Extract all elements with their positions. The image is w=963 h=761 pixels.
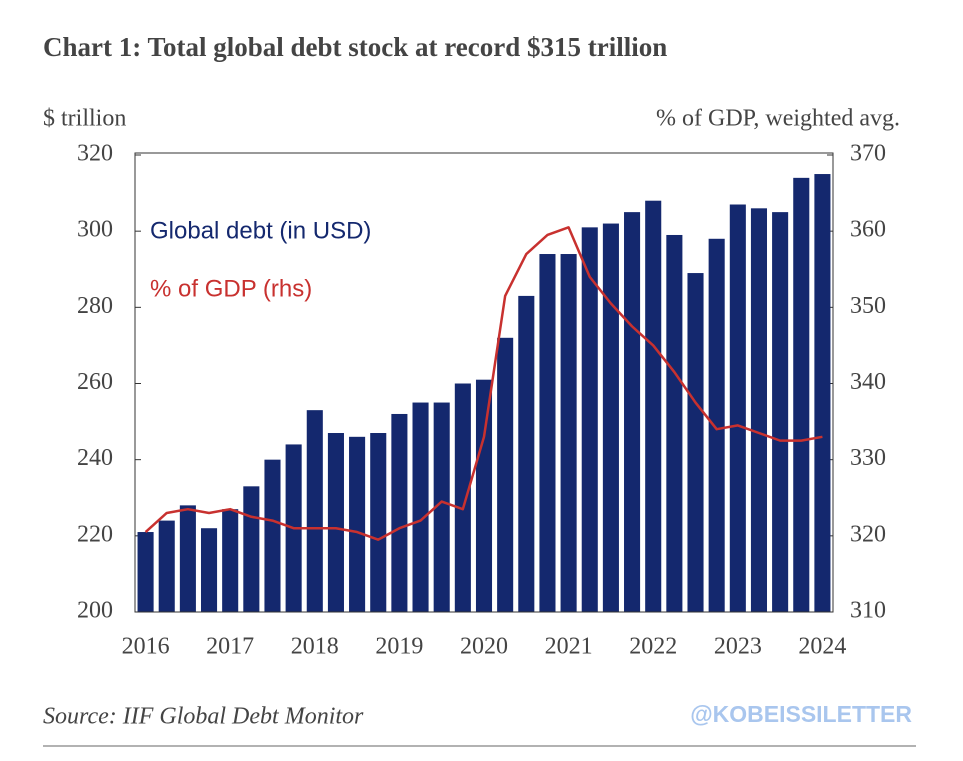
y-tick-label: 240 xyxy=(77,445,113,471)
bar xyxy=(433,402,450,612)
bar xyxy=(370,433,387,612)
bar xyxy=(200,528,218,612)
x-tick-label: 2019 xyxy=(375,634,423,660)
bar xyxy=(137,532,154,612)
y2-tick-label: 310 xyxy=(850,598,886,624)
y2-tick-label: 370 xyxy=(850,141,886,167)
y-tick-label: 300 xyxy=(77,217,113,243)
bar xyxy=(264,459,281,612)
bar xyxy=(475,379,493,612)
bar xyxy=(327,433,344,612)
bar xyxy=(560,254,577,612)
source: Source: IIF Global Debt Monitor xyxy=(43,704,364,730)
y2-tick-label: 320 xyxy=(850,521,886,547)
bar xyxy=(391,413,408,612)
y-tick-label: 280 xyxy=(77,293,113,319)
bar xyxy=(772,212,789,612)
y-tick-label: 220 xyxy=(77,521,113,547)
bar xyxy=(708,238,725,613)
x-tick-label: 2016 xyxy=(122,634,170,660)
y2-axis-label: % of GDP, weighted avg. xyxy=(656,106,900,132)
y2-tick-label: 340 xyxy=(850,369,886,395)
bar xyxy=(412,402,429,612)
y2-tick-label: 360 xyxy=(850,217,886,243)
bar xyxy=(793,177,810,612)
x-tick-label: 2020 xyxy=(460,634,508,660)
y-tick-label: 200 xyxy=(77,598,113,624)
x-tick-label: 2021 xyxy=(545,634,593,660)
bar xyxy=(729,204,746,612)
bar xyxy=(179,505,196,612)
bar xyxy=(624,212,641,612)
bar xyxy=(518,295,535,612)
bar xyxy=(539,254,556,612)
bar xyxy=(243,486,260,612)
bar xyxy=(687,273,704,612)
bar xyxy=(454,383,471,612)
x-tick-label: 2024 xyxy=(798,634,846,660)
y-tick-label: 320 xyxy=(77,141,113,167)
bar xyxy=(222,509,239,612)
bar xyxy=(602,223,619,613)
x-tick-label: 2017 xyxy=(206,634,254,660)
watermark: @KOBEISSILETTER xyxy=(690,701,912,727)
bar xyxy=(349,436,366,612)
bar xyxy=(158,520,175,612)
y-axis-label: $ trillion xyxy=(43,106,126,132)
bar xyxy=(666,234,683,612)
x-tick-label: 2018 xyxy=(291,634,339,660)
x-tick-label: 2022 xyxy=(629,634,677,660)
line xyxy=(144,226,823,541)
y2-tick-label: 350 xyxy=(850,293,886,319)
bar xyxy=(497,337,514,612)
bar xyxy=(645,200,662,612)
bar xyxy=(581,227,598,612)
y2-tick-label: 330 xyxy=(850,445,886,471)
chart-title: Chart 1: Total global debt stock at reco… xyxy=(43,32,667,62)
x-tick-label: 2023 xyxy=(714,634,762,660)
bar xyxy=(814,174,831,612)
legend-label: % of GDP (rhs) xyxy=(150,275,312,302)
bar xyxy=(750,208,768,613)
plot-frame xyxy=(134,152,834,613)
legend-label: Global debt (in USD) xyxy=(150,217,371,244)
y-tick-label: 260 xyxy=(77,369,113,395)
bar xyxy=(306,410,323,612)
